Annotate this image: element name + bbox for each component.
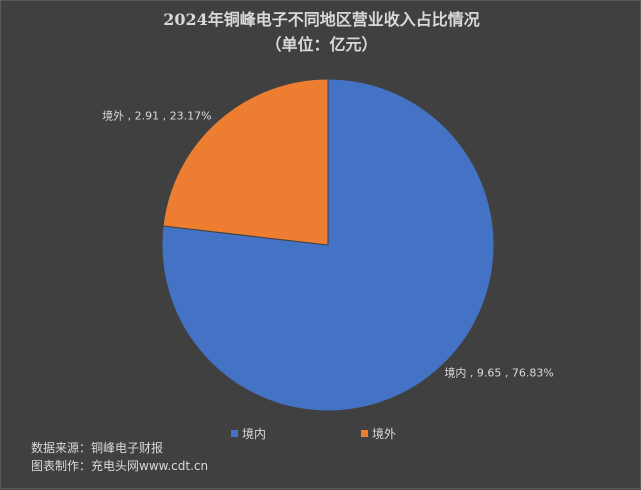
pie-slice-0 [161, 78, 495, 412]
pie-slice-1 [162, 78, 329, 246]
legend-swatch-overseas [361, 430, 368, 437]
legend-item-domestic: 境内 [231, 425, 266, 442]
legend: 境内 境外 [1, 425, 641, 441]
legend-label-domestic: 境内 [242, 427, 267, 441]
legend-swatch-domestic [231, 430, 238, 437]
chart-subtitle: （单位：亿元） [265, 35, 378, 54]
chart-title: 2024年铜峰电子不同地区营业收入占比情况 [163, 10, 480, 29]
legend-item-overseas: 境外 [361, 425, 396, 442]
legend-label-overseas: 境外 [372, 427, 397, 441]
data-label-0: 境内 , 9.65 , 76.83% [444, 365, 553, 379]
chart-credit-note: 图表制作：充电头网www.cdt.cn [31, 459, 209, 473]
data-label-1: 境外 , 2.91 , 23.17% [102, 109, 211, 123]
data-source-note: 数据来源：铜峰电子财报 [31, 441, 164, 455]
